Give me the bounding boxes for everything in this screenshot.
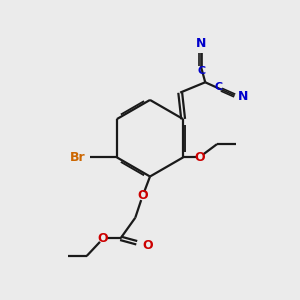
Text: C: C — [214, 82, 223, 92]
Text: N: N — [238, 91, 249, 103]
Text: C: C — [198, 66, 206, 76]
Text: O: O — [98, 232, 108, 245]
Text: O: O — [137, 189, 148, 202]
Text: O: O — [194, 151, 205, 164]
Text: N: N — [196, 37, 206, 50]
Text: Br: Br — [70, 151, 86, 164]
Text: O: O — [142, 239, 153, 252]
